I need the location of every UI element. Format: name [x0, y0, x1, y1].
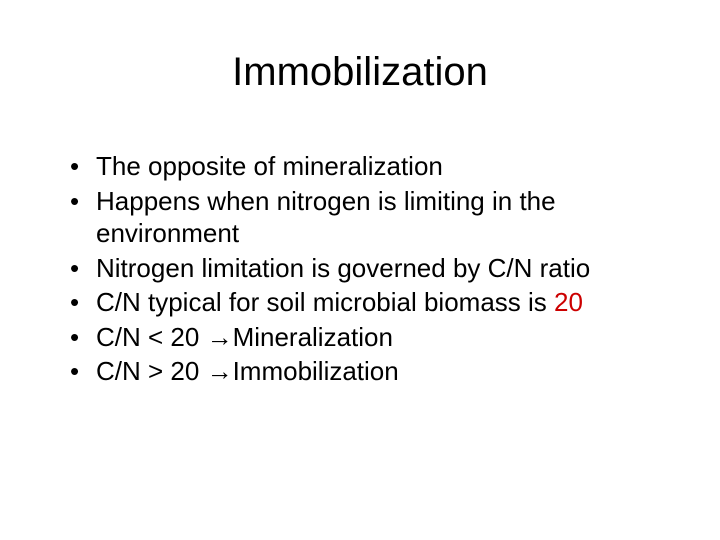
bullet-list: The opposite of mineralization Happens w… — [70, 150, 660, 388]
arrow-icon: → — [207, 356, 233, 386]
bullet-suffix: Mineralization — [233, 322, 393, 352]
bullet-suffix: Immobilization — [233, 356, 399, 386]
list-item: C/N < 20 →Mineralization — [70, 321, 660, 354]
list-item: The opposite of mineralization — [70, 150, 660, 183]
accent-value: 20 — [554, 287, 583, 317]
bullet-prefix: C/N typical for soil microbial biomass i… — [96, 287, 554, 317]
bullet-text: Happens when nitrogen is limiting in the… — [96, 186, 556, 249]
bullet-text: Nitrogen limitation is governed by C/N r… — [96, 253, 590, 283]
bullet-prefix: C/N > 20 — [96, 356, 207, 386]
bullet-prefix: C/N < 20 — [96, 322, 207, 352]
list-item: Happens when nitrogen is limiting in the… — [70, 185, 660, 250]
arrow-icon: → — [207, 322, 233, 352]
slide: Immobilization The opposite of mineraliz… — [0, 0, 720, 540]
slide-title: Immobilization — [60, 50, 660, 95]
list-item: C/N > 20 →Immobilization — [70, 355, 660, 388]
bullet-text: The opposite of mineralization — [96, 151, 443, 181]
list-item: C/N typical for soil microbial biomass i… — [70, 286, 660, 319]
list-item: Nitrogen limitation is governed by C/N r… — [70, 252, 660, 285]
